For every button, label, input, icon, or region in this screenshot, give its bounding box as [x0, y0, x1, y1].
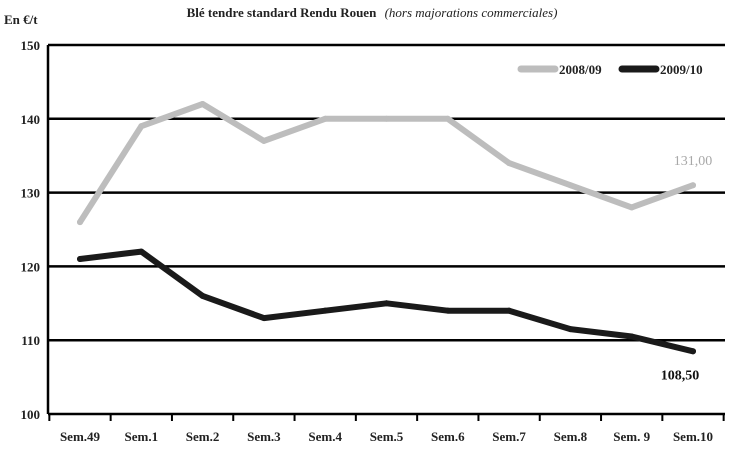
- data-point-2008-09-3: [260, 137, 267, 144]
- data-point-2009-10-3: [260, 315, 267, 322]
- data-point-2009-10-4: [322, 307, 329, 314]
- x-tick-labels: Sem.49 Sem.1 Sem.2 Sem.3 Sem.4 Sem.5 Sem.6 Sem.…: [60, 429, 713, 444]
- x-tick-sem-49: Sem.49: [60, 429, 101, 444]
- data-point-2009-10-5: [383, 300, 390, 307]
- data-point-2008-09-7: [506, 160, 513, 167]
- y-tick-120: 120: [21, 259, 41, 274]
- data-point-2008-09-9: [628, 204, 635, 211]
- data-point-2009-10-9: [628, 333, 635, 340]
- data-point-2008-09-2: [199, 101, 206, 108]
- x-tick-sem-4: Sem.4: [308, 429, 342, 444]
- legend-label-2009-10: 2009/10: [660, 62, 703, 77]
- y-tick-130: 130: [21, 186, 41, 201]
- data-point-2009-10-2: [199, 292, 206, 299]
- data-point-2009-10-7: [506, 307, 513, 314]
- chart-title: Blé tendre standard Rendu Rouen (hors ma…: [187, 5, 558, 20]
- data-label-2009-10-end: 108,50: [661, 368, 700, 383]
- legend-label-2008-09: 2008/09: [559, 62, 602, 77]
- gridlines: [48, 43, 725, 416]
- series-lines: [77, 101, 696, 355]
- x-tick-sem-9: Sem. 9: [613, 429, 650, 444]
- x-tick-sem-1: Sem.1: [125, 429, 159, 444]
- chart-subtitle: (hors majorations commerciales): [385, 5, 558, 20]
- data-point-2008-09-10: [690, 182, 696, 189]
- y-tick-150: 150: [21, 38, 41, 53]
- y-tick-110: 110: [21, 333, 40, 348]
- y-tick-100: 100: [21, 407, 41, 422]
- y-tick-140: 140: [21, 112, 41, 127]
- data-label-2008-09-end: 131,00: [674, 154, 713, 169]
- y-tick-labels: 100 110 120 130 140 150: [21, 38, 41, 422]
- data-point-2008-09-4: [322, 115, 329, 122]
- data-point-2008-09-5: [383, 115, 390, 122]
- data-point-2009-10-10: [690, 348, 696, 355]
- y-axis-label: En €/t: [4, 12, 38, 27]
- x-tick-sem-2: Sem.2: [186, 429, 220, 444]
- chart-title-main: Blé tendre standard Rendu Rouen: [187, 5, 378, 20]
- x-tick-sem-8: Sem.8: [554, 429, 588, 444]
- data-point-2009-10-0: [77, 256, 83, 263]
- data-point-2008-09-6: [444, 115, 451, 122]
- data-point-2009-10-8: [567, 326, 574, 333]
- data-point-2008-09-0: [77, 219, 83, 226]
- data-point-2009-10-1: [138, 248, 145, 255]
- data-point-2008-09-8: [567, 182, 574, 189]
- x-tick-sem-7: Sem.7: [492, 429, 526, 444]
- x-axis: [46, 45, 725, 421]
- x-tick-sem-5: Sem.5: [370, 429, 404, 444]
- x-tick-sem-6: Sem.6: [431, 429, 465, 444]
- x-tick-sem-10: Sem.10: [673, 429, 713, 444]
- data-point-2009-10-6: [444, 307, 451, 314]
- data-point-2008-09-1: [138, 123, 145, 130]
- x-tick-sem-3: Sem.3: [247, 429, 281, 444]
- data-labels: 131,00 108,50: [661, 154, 713, 383]
